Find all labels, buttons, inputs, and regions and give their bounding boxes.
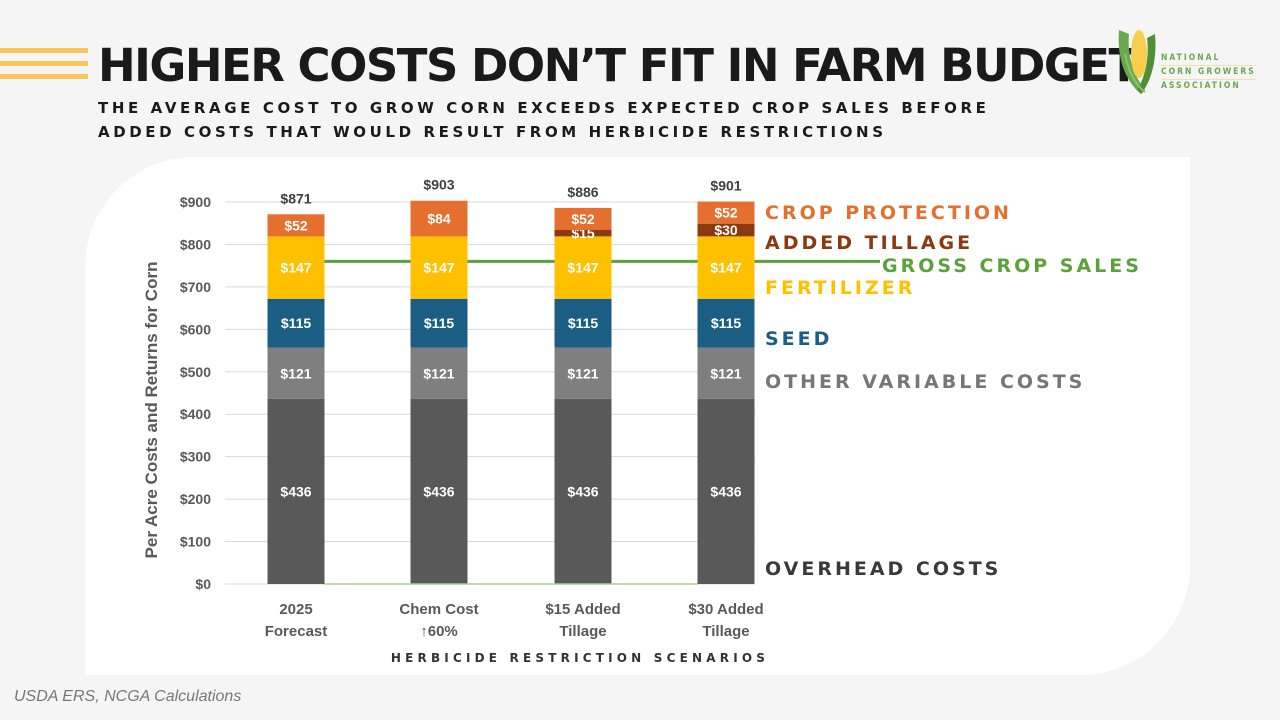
data-label: $147 [567, 260, 598, 276]
bar-segment-seed [554, 298, 612, 348]
data-label: $147 [280, 260, 311, 276]
legend-seed: SEED [765, 328, 832, 350]
y-tick-label: $400 [180, 406, 211, 422]
bar-segment-other-variable [267, 347, 325, 399]
y-tick-label: $100 [180, 534, 211, 550]
bar-segment-seed [697, 298, 755, 348]
data-label: $436 [710, 483, 741, 499]
bar-segment-fertilizer [267, 236, 325, 299]
y-tick-label: $900 [180, 194, 211, 210]
bar-segment-overhead [267, 398, 325, 584]
total-label: $886 [567, 184, 598, 200]
data-label: $115 [568, 315, 599, 331]
bar-segment-seed [410, 298, 468, 348]
y-tick-label: $0 [195, 576, 211, 592]
data-label: $121 [567, 365, 598, 381]
y-tick-label: $200 [180, 491, 211, 507]
bar-segment-crop-protection [267, 214, 325, 237]
subtitle-line-1: THE AVERAGE COST TO GROW CORN EXCEEDS EX… [98, 99, 990, 117]
data-label: $121 [280, 365, 311, 381]
bar-segment-crop-protection [697, 201, 755, 224]
legend-crop-protection: CROP PROTECTION [765, 202, 1012, 224]
decorative-stripes [0, 48, 88, 87]
bar-segment-other-variable [554, 347, 612, 399]
bar-segment-fertilizer [697, 236, 755, 299]
logo-text: NATIONAL CORN GROWERS ASSOCIATION [1161, 52, 1256, 93]
y-axis-label: Per Acre Costs and Returns for Corn [142, 262, 161, 559]
subtitle-line-2: ADDED COSTS THAT WOULD RESULT FROM HERBI… [98, 123, 887, 141]
bar-segment-other-variable [410, 347, 468, 399]
corn-icon [1118, 30, 1156, 94]
bar-segment-added-tillage [697, 223, 755, 237]
data-label: $52 [284, 217, 308, 233]
page-title: HIGHER COSTS DON’T FIT IN FARM BUDGET [98, 39, 1139, 92]
data-label: $52 [571, 211, 595, 227]
bar-segment-crop-protection [554, 207, 612, 231]
legend-fertilizer: FERTILIZER [765, 277, 915, 299]
ncga-logo: NATIONAL CORN GROWERS ASSOCIATION [1115, 24, 1275, 100]
data-label: $147 [710, 260, 741, 276]
bar-segment-overhead [697, 398, 755, 584]
data-label: $52 [714, 205, 738, 221]
logo-line-3: ASSOCIATION [1161, 81, 1241, 91]
page-subtitle: THE AVERAGE COST TO GROW CORN EXCEEDS EX… [98, 96, 989, 144]
source-note: USDA ERS, NCGA Calculations [14, 688, 242, 705]
y-tick-label: $800 [180, 236, 211, 252]
bar-segment-overhead [554, 398, 612, 584]
data-label: $30 [714, 222, 738, 238]
data-label: $115 [711, 315, 742, 331]
data-label: $147 [423, 260, 454, 276]
logo-line-1: NATIONAL [1161, 52, 1256, 66]
x-tick-label: Chem Cost [399, 601, 478, 618]
data-label: $115 [281, 315, 312, 331]
y-tick-label: $700 [180, 279, 211, 295]
data-label: $436 [280, 483, 311, 499]
bar-segment-fertilizer [410, 236, 468, 299]
data-label: $121 [710, 365, 741, 381]
legend-other-variable: OTHER VARIABLE COSTS [765, 371, 1085, 393]
x-tick-label: Tillage [559, 623, 606, 640]
x-tick-label: ↑60% [420, 623, 458, 640]
logo-line-2: CORN GROWERS [1161, 66, 1256, 80]
bar-segment-added-tillage [554, 230, 612, 237]
data-label: $84 [427, 211, 451, 227]
data-label: $436 [423, 483, 454, 499]
bar-segment-fertilizer [554, 236, 612, 299]
y-tick-label: $500 [180, 364, 211, 380]
legend-added-tillage: ADDED TILLAGE [765, 232, 973, 254]
bar-segment-other-variable [697, 347, 755, 399]
x-axis-label: HERBICIDE RESTRICTION SCENARIOS [391, 651, 769, 665]
x-tick-label: $15 Added [545, 601, 620, 618]
bar-segment-seed [267, 298, 325, 348]
x-tick-label: Forecast [265, 623, 328, 640]
bar-segment-crop-protection [410, 200, 468, 237]
y-tick-label: $300 [180, 449, 211, 465]
data-label: $121 [423, 365, 454, 381]
total-label: $871 [280, 190, 311, 206]
total-label: $901 [710, 178, 741, 194]
x-tick-label: 2025 [279, 601, 312, 618]
x-tick-label: Tillage [702, 623, 749, 640]
bar-segment-overhead [410, 398, 468, 584]
data-label: $436 [567, 483, 598, 499]
x-tick-label: $30 Added [688, 601, 763, 618]
total-label: $903 [423, 177, 454, 193]
y-tick-label: $600 [180, 321, 211, 337]
legend-overhead: OVERHEAD COSTS [765, 558, 1001, 580]
data-label: $115 [424, 315, 455, 331]
legend-gross-crop-sales: GROSS CROP SALES [882, 255, 1142, 277]
